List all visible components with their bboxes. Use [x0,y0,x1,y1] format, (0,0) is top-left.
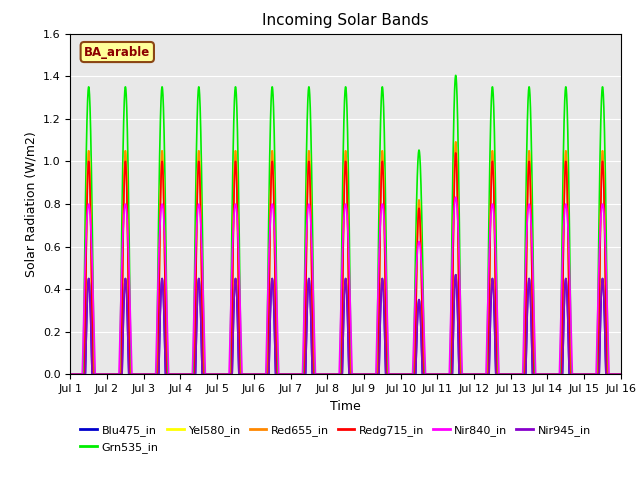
Nir840_in [452,194,460,200]
Nir945_in [325,372,333,377]
Yel580_in [438,372,446,377]
Line: Red655_in: Red655_in [70,142,621,374]
Legend: Blu475_in, Grn535_in, Yel580_in, Red655_in, Redg715_in, Nir840_in, Nir945_in: Blu475_in, Grn535_in, Yel580_in, Red655_… [76,421,595,457]
Nir945_in [166,372,173,377]
Nir945_in [452,272,460,277]
Yel580_in [617,372,625,377]
Red655_in [469,372,477,377]
Line: Yel580_in: Yel580_in [70,142,621,374]
Line: Nir840_in: Nir840_in [70,197,621,374]
Nir840_in [500,372,508,377]
Redg715_in [469,372,477,377]
Red655_in [616,372,624,377]
Redg715_in [166,372,173,377]
Blu475_in [500,372,508,377]
Text: BA_arable: BA_arable [84,46,150,59]
Nir945_in [469,372,477,377]
Red655_in [617,372,625,377]
Blu475_in [616,372,624,377]
Redg715_in [67,372,74,377]
Grn535_in [500,372,508,377]
Blu475_in [438,372,446,377]
Y-axis label: Solar Radiation (W/m2): Solar Radiation (W/m2) [24,131,37,277]
Nir840_in [325,372,333,377]
Blu475_in [469,372,477,377]
Nir840_in [617,372,625,377]
Blu475_in [325,372,333,377]
Blu475_in [452,272,460,277]
Grn535_in [452,72,460,78]
Nir945_in [438,372,446,377]
Grn535_in [617,372,625,377]
Title: Incoming Solar Bands: Incoming Solar Bands [262,13,429,28]
Red655_in [325,372,333,377]
Blu475_in [67,372,74,377]
Line: Nir945_in: Nir945_in [70,275,621,374]
Line: Grn535_in: Grn535_in [70,75,621,374]
Nir840_in [469,372,477,377]
Nir945_in [617,372,625,377]
Line: Blu475_in: Blu475_in [70,275,621,374]
Line: Redg715_in: Redg715_in [70,153,621,374]
Redg715_in [500,372,508,377]
Red655_in [166,372,173,377]
Yel580_in [67,372,74,377]
Nir840_in [438,372,446,377]
Redg715_in [438,372,446,377]
Red655_in [438,372,446,377]
Blu475_in [166,372,173,377]
Nir945_in [616,372,624,377]
Nir840_in [67,372,74,377]
Redg715_in [325,372,333,377]
Yel580_in [166,372,173,377]
Yel580_in [469,372,477,377]
Grn535_in [616,372,624,377]
Grn535_in [469,372,477,377]
Yel580_in [500,372,508,377]
Nir945_in [500,372,508,377]
Grn535_in [438,372,446,377]
Nir840_in [616,372,624,377]
Red655_in [67,372,74,377]
Nir840_in [166,372,173,377]
Red655_in [452,139,460,145]
Redg715_in [616,372,624,377]
Yel580_in [325,372,333,377]
Red655_in [500,372,508,377]
X-axis label: Time: Time [330,400,361,413]
Redg715_in [617,372,625,377]
Redg715_in [452,150,460,156]
Nir945_in [67,372,74,377]
Yel580_in [452,139,460,145]
Blu475_in [617,372,625,377]
Grn535_in [67,372,74,377]
Yel580_in [616,372,624,377]
Grn535_in [166,372,173,377]
Grn535_in [325,372,333,377]
